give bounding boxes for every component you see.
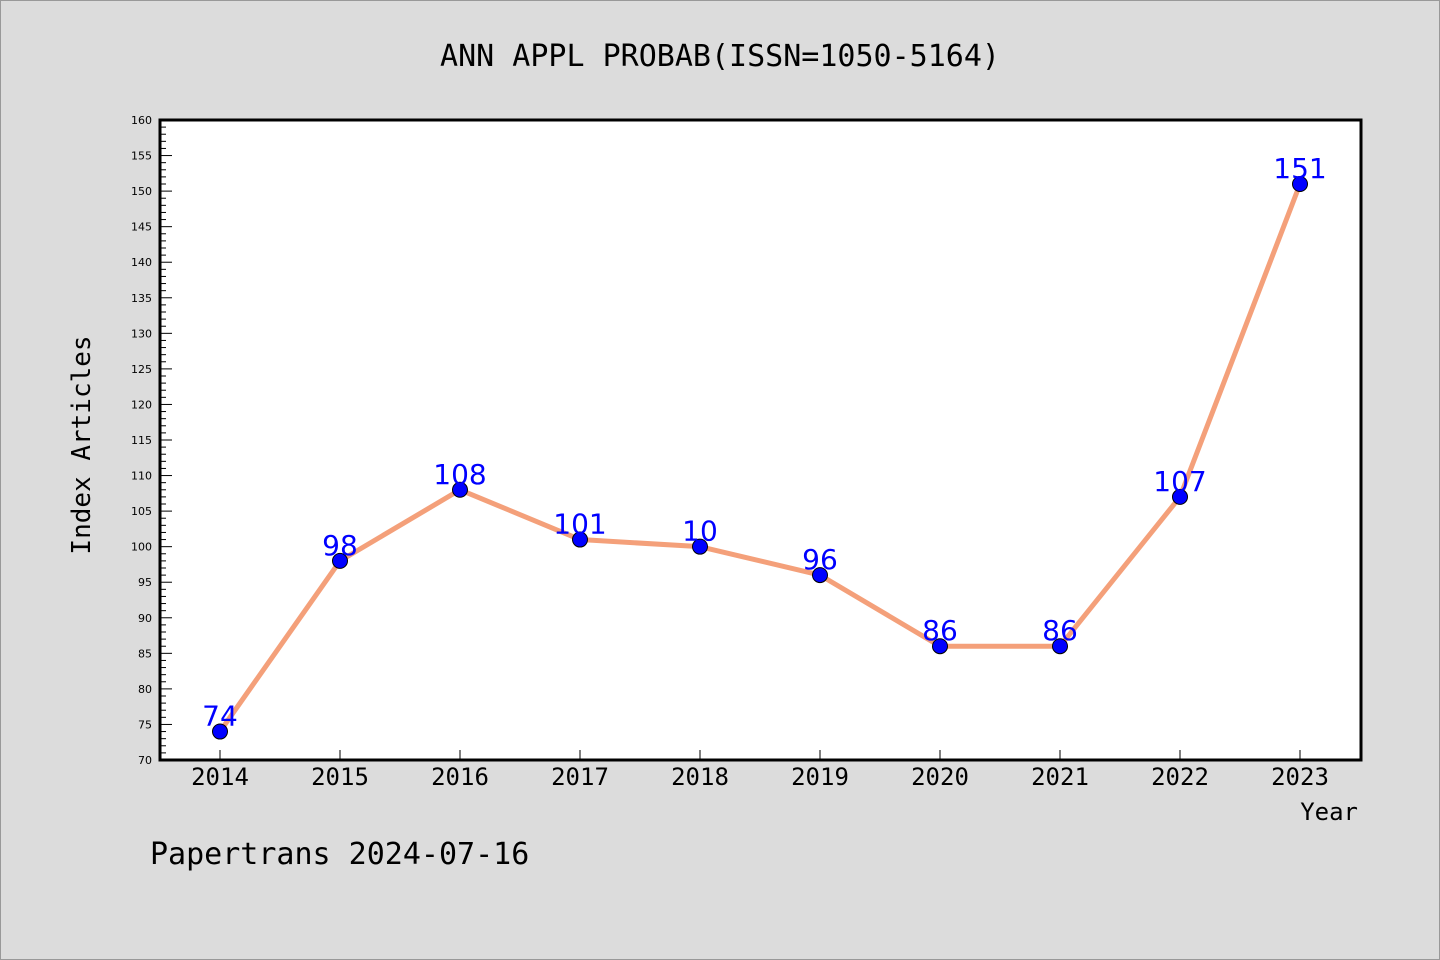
- y-axis-label: Index Articles: [67, 335, 97, 554]
- x-tick-label: 2018: [671, 763, 729, 791]
- x-axis-label: Year: [1300, 798, 1358, 826]
- x-tick-label: 2014: [191, 763, 249, 791]
- y-tick-label: 85: [138, 647, 152, 660]
- data-point: [932, 638, 948, 655]
- data-label: 10: [682, 515, 718, 548]
- data-point: [812, 567, 828, 584]
- x-tick-label: 2022: [1151, 763, 1209, 791]
- marker-group: [212, 176, 1308, 740]
- data-label: 86: [1042, 614, 1078, 647]
- x-tick-label: 2015: [311, 763, 369, 791]
- x-tick-label: 2021: [1031, 763, 1089, 791]
- y-tick-label: 135: [131, 292, 152, 305]
- data-label: 98: [322, 529, 358, 562]
- x-axis-ticks: 2014 2015 2016 2017 2018 2019 2020 2021 2022 2023: [191, 750, 1329, 791]
- data-point: [1052, 638, 1068, 655]
- y-tick-label: 75: [138, 718, 152, 731]
- data-point: [1292, 176, 1308, 192]
- data-label: 108: [433, 458, 486, 491]
- x-tick-label: 2020: [911, 763, 969, 791]
- plot-area: [158, 118, 1363, 762]
- data-label: 151: [1273, 152, 1326, 185]
- data-point: [452, 481, 468, 498]
- data-label: 101: [553, 508, 606, 541]
- x-tick-label: 2016: [431, 763, 489, 791]
- x-tick-label: 2023: [1271, 763, 1329, 791]
- data-point: [212, 723, 228, 740]
- y-tick-label: 120: [131, 398, 152, 411]
- data-label: 86: [922, 614, 958, 647]
- y-tick-label: 110: [131, 470, 152, 483]
- y-tick-label: 70: [138, 754, 152, 767]
- chart-title: ANN APPL PROBAB(ISSN=1050-5164): [440, 39, 1000, 74]
- y-axis-ticks: 70 75 80 85 90 95 100 105 110 115 120 125 130 135 140 1…: [131, 114, 172, 767]
- data-label: 74: [202, 700, 238, 733]
- data-point: [1172, 488, 1188, 505]
- y-tick-label: 90: [138, 612, 152, 625]
- data-label-group: 74 98 108 101 10 96 86 86 107 151: [202, 152, 1327, 733]
- y-tick-label: 100: [131, 541, 152, 554]
- data-point: [692, 538, 708, 555]
- y-tick-label: 130: [131, 327, 152, 340]
- data-point: [332, 552, 348, 569]
- y-tick-label: 105: [131, 505, 152, 518]
- y-tick-label: 80: [138, 683, 152, 696]
- y-tick-label: 155: [131, 150, 152, 163]
- footer-watermark: Papertrans 2024-07-16: [150, 837, 529, 872]
- y-tick-label: 125: [131, 363, 152, 376]
- y-tick-label: 115: [131, 434, 152, 447]
- y-tick-label: 140: [131, 256, 152, 269]
- y-tick-label: 95: [138, 576, 152, 589]
- y-tick-label: 160: [131, 114, 152, 127]
- series-line-group: [217, 181, 1303, 735]
- data-label: 96: [802, 543, 838, 576]
- y-tick-label: 145: [131, 221, 152, 234]
- series-line: [217, 181, 1303, 735]
- x-tick-label: 2019: [791, 763, 849, 791]
- y-tick-label: 150: [131, 185, 152, 198]
- data-point: [572, 531, 588, 548]
- x-tick-label: 2017: [551, 763, 609, 791]
- data-label: 107: [1153, 465, 1206, 498]
